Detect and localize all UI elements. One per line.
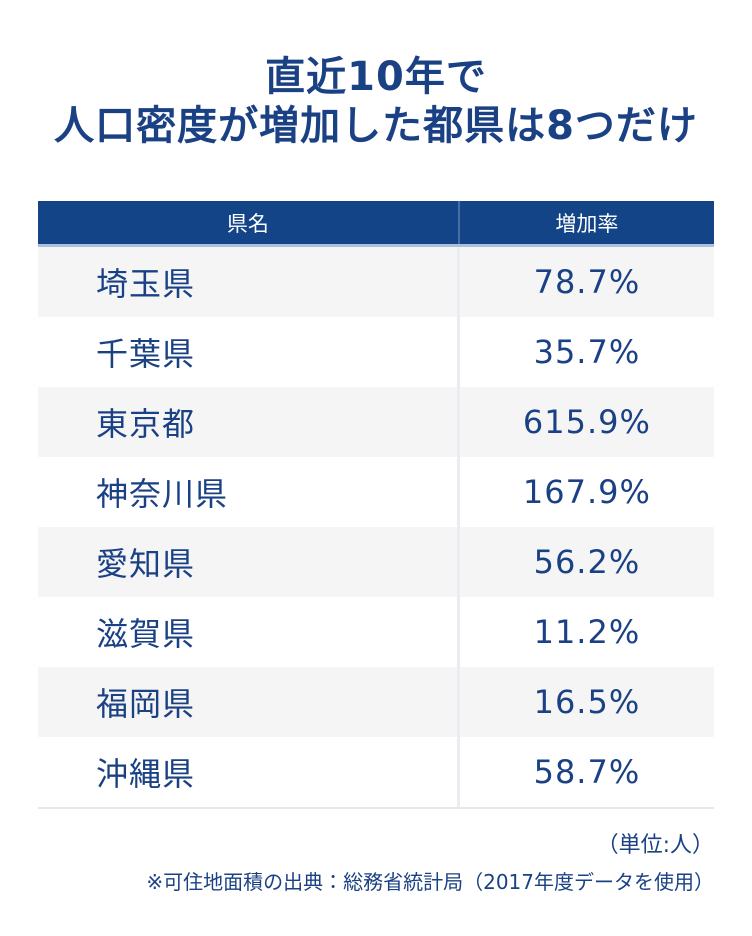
data-table: 県名 増加率 埼玉県 78.7% 千葉県 35.7% 東京都 615.9% 神奈… <box>38 201 714 809</box>
prefecture-cell: 滋賀県 <box>38 597 460 667</box>
rate-cell: 56.2% <box>533 543 641 581</box>
column-header-prefecture: 県名 <box>38 201 460 244</box>
prefecture-cell: 沖縄県 <box>38 737 460 807</box>
source-note: ※可住地面積の出典：総務省統計局（2017年度データを使用） <box>146 870 714 894</box>
column-header-rate: 増加率 <box>555 211 619 236</box>
rate-cell: 16.5% <box>533 683 641 721</box>
table-row: 神奈川県 167.9% <box>38 457 714 527</box>
prefecture-cell: 神奈川県 <box>38 457 460 527</box>
page-title-line1: 直近10年で <box>265 54 487 100</box>
rate-cell: 58.7% <box>533 753 641 791</box>
table-row: 滋賀県 11.2% <box>38 597 714 667</box>
unit-note: （単位:人） <box>596 833 714 858</box>
prefecture-cell: 埼玉県 <box>38 247 460 317</box>
table-row: 沖縄県 58.7% <box>38 737 714 807</box>
table-header-row: 県名 増加率 <box>38 201 714 247</box>
prefecture-cell: 愛知県 <box>38 527 460 597</box>
table-row: 千葉県 35.7% <box>38 317 714 387</box>
table-row: 埼玉県 78.7% <box>38 247 714 317</box>
prefecture-cell: 福岡県 <box>38 667 460 737</box>
prefecture-cell: 千葉県 <box>38 317 460 387</box>
rate-cell: 167.9% <box>522 473 651 511</box>
page-title-line2: 人口密度が増加した都県は8つだけ <box>54 103 698 149</box>
rate-cell: 35.7% <box>533 333 641 371</box>
rate-cell: 11.2% <box>533 613 641 651</box>
rate-cell: 615.9% <box>522 403 651 441</box>
prefecture-cell: 東京都 <box>38 387 460 457</box>
table-body: 埼玉県 78.7% 千葉県 35.7% 東京都 615.9% 神奈川県 167.… <box>38 247 714 807</box>
table-row: 東京都 615.9% <box>38 387 714 457</box>
rate-cell: 78.7% <box>533 263 641 301</box>
table-row: 福岡県 16.5% <box>38 667 714 737</box>
page-title: 直近10年で 人口密度が増加した都県は8つだけ <box>0 53 752 151</box>
table-row: 愛知県 56.2% <box>38 527 714 597</box>
